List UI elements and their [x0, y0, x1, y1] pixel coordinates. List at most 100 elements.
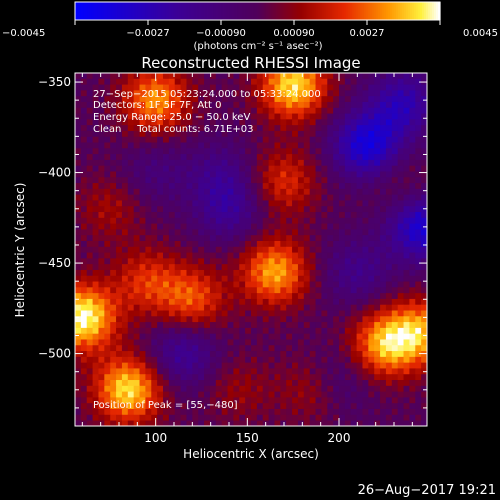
heatmap-cell — [403, 212, 410, 219]
heatmap-cell — [309, 223, 316, 230]
heatmap-cell — [262, 223, 269, 230]
heatmap-cell — [303, 101, 311, 109]
heatmap-cell — [303, 119, 311, 126]
heatmap-cell — [256, 78, 264, 85]
heatmap-cell — [321, 223, 328, 230]
heatmap-cell — [163, 171, 170, 178]
heatmap-cell — [350, 240, 357, 248]
heatmap-cell — [350, 200, 357, 207]
heatmap-cell — [309, 374, 316, 381]
heatmap-cell — [133, 212, 140, 219]
heatmap-cell — [309, 327, 316, 335]
heatmap-cell — [110, 287, 117, 294]
heatmap-cell — [139, 385, 146, 392]
heatmap-cell — [280, 408, 287, 416]
heatmap-cell — [415, 90, 422, 97]
heatmap-cell — [374, 351, 381, 358]
colorbar-strip — [249, 2, 253, 20]
heatmap-cell — [239, 351, 246, 358]
colorbar-strip — [329, 2, 333, 20]
heatmap-cell — [385, 380, 393, 387]
colorbar-strip — [125, 2, 128, 20]
heatmap-cell — [104, 142, 111, 149]
colorbar-strip — [253, 2, 257, 20]
heatmap-cell — [403, 125, 410, 132]
heatmap-cell — [233, 420, 240, 427]
heatmap-cell — [262, 130, 269, 138]
heatmap-cell — [333, 380, 340, 387]
heatmap-cell — [233, 165, 240, 172]
heatmap-cell — [239, 148, 246, 155]
heatmap-cell — [215, 235, 223, 242]
heatmap-cell — [397, 73, 404, 80]
heatmap-cell — [333, 275, 340, 282]
heatmap-cell — [75, 240, 82, 248]
heatmap-cell — [86, 391, 93, 398]
heatmap-cell — [151, 73, 158, 80]
heatmap-cell — [157, 310, 164, 317]
heatmap-cell — [362, 229, 369, 236]
heatmap-cell — [303, 408, 311, 416]
heatmap-cell — [186, 269, 193, 277]
heatmap-cell — [374, 229, 381, 236]
heatmap-cell — [104, 356, 111, 364]
heatmap-cell — [380, 397, 387, 404]
heatmap-cell — [121, 391, 129, 398]
heatmap-cell — [268, 78, 275, 85]
heatmap-cell — [192, 73, 199, 80]
heatmap-cell — [239, 281, 246, 288]
heatmap-cell — [180, 212, 187, 219]
colorbar-strip — [271, 2, 275, 20]
heatmap-cell — [186, 206, 193, 213]
heatmap-cell — [163, 101, 170, 109]
heatmap-cell — [209, 212, 217, 219]
heatmap-cell — [397, 264, 404, 271]
heatmap-cell — [292, 235, 299, 242]
heatmap-cell — [121, 327, 129, 335]
heatmap-cell — [309, 362, 316, 369]
heatmap-cell — [133, 113, 140, 120]
heatmap-cell — [327, 206, 334, 213]
heatmap-cell — [80, 391, 88, 398]
heatmap-cell — [327, 159, 334, 167]
heatmap-cell — [403, 107, 410, 114]
heatmap-cell — [209, 246, 217, 253]
heatmap-cell — [321, 142, 328, 149]
heatmap-cell — [227, 351, 234, 358]
heatmap-cell — [151, 391, 158, 398]
heatmap-cell — [339, 96, 346, 103]
heatmap-cell — [368, 298, 375, 306]
heatmap-cell — [380, 304, 387, 311]
heatmap-cell — [116, 125, 123, 132]
heatmap-cell — [256, 200, 264, 207]
heatmap-cell — [157, 200, 164, 207]
heatmap-cell — [303, 258, 311, 265]
heatmap-cell — [157, 345, 164, 352]
heatmap-cell — [362, 293, 369, 300]
heatmap-cell — [309, 269, 316, 277]
heatmap-cell — [198, 246, 205, 253]
heatmap-cell — [292, 212, 299, 219]
heatmap-cell — [239, 385, 246, 392]
heatmap-cell — [251, 212, 258, 219]
heatmap-cell — [174, 380, 181, 387]
heatmap-cell — [127, 154, 135, 161]
heatmap-cell — [397, 351, 404, 358]
heatmap-cell — [409, 333, 416, 340]
heatmap-cell — [157, 130, 164, 138]
heatmap-cell — [80, 212, 88, 219]
heatmap-cell — [415, 165, 422, 172]
heatmap-cell — [362, 84, 369, 91]
heatmap-cell — [110, 107, 117, 114]
heatmap-cell — [350, 142, 357, 149]
heatmap-cell — [233, 316, 240, 323]
heatmap-cell — [315, 368, 322, 375]
heatmap-cell — [333, 206, 340, 213]
heatmap-cell — [121, 281, 129, 288]
heatmap-cell — [339, 362, 346, 369]
heatmap-cell — [110, 339, 117, 346]
heatmap-cell — [233, 269, 240, 277]
heatmap-cell — [110, 322, 117, 329]
heatmap-cell — [315, 380, 322, 387]
heatmap-cell — [104, 78, 111, 85]
